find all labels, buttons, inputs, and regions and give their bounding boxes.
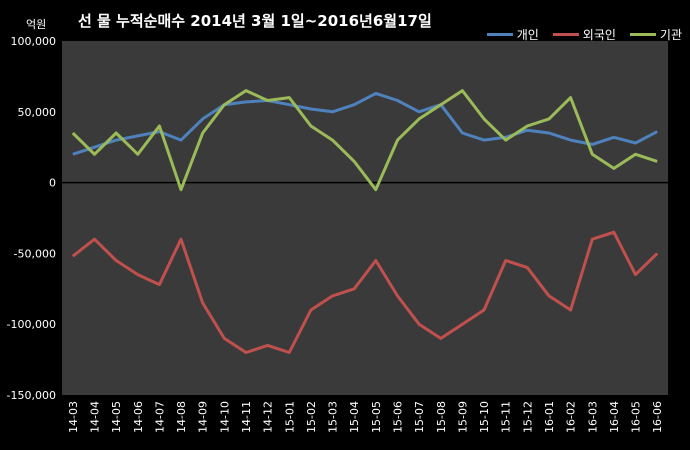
- x-tick-label: 14-09: [197, 401, 210, 433]
- x-tick-label: 15-06: [391, 401, 404, 433]
- x-tick-label: 16-01: [543, 401, 556, 433]
- series-line-institution: [71, 89, 658, 192]
- x-tick-label: 15-10: [478, 401, 491, 433]
- x-tick-label: 15-04: [348, 401, 361, 433]
- legend: 개인 외국인 기관: [486, 26, 682, 43]
- x-tick-label: 14-10: [218, 401, 231, 433]
- x-tick-label: 14-12: [262, 401, 275, 433]
- legend-item-individual: 개인: [486, 26, 539, 43]
- x-tick-label: 15-07: [413, 401, 426, 433]
- y-tick-label: -100,000: [7, 318, 56, 331]
- x-tick-label: 16-03: [586, 401, 599, 433]
- legend-label-individual: 개인: [516, 28, 539, 42]
- x-tick-label: 14-11: [240, 401, 253, 433]
- y-tick-label: 0: [49, 177, 56, 190]
- x-tick-label: 15-01: [283, 401, 296, 433]
- x-axis: 14-03 14-04 14-05 14-06 14-07 14-08 14-09 14-10…: [67, 401, 664, 433]
- x-tick-label: 14-04: [88, 401, 101, 433]
- series-line-individual: [72, 91, 658, 156]
- x-tick-label: 14-05: [110, 401, 123, 433]
- x-tick-label: 15-09: [456, 401, 469, 433]
- x-tick-label: 14-07: [153, 401, 166, 433]
- x-tick-label: 16-04: [608, 401, 621, 433]
- x-tick-label: 16-06: [651, 401, 664, 433]
- x-tick-label: 15-05: [370, 401, 383, 433]
- legend-swatch-individual: [486, 33, 513, 36]
- plot-area: [62, 41, 668, 395]
- legend-label-institution: 기관: [659, 28, 682, 42]
- x-tick-label: 15-11: [500, 401, 513, 433]
- y-tick-label: -150,000: [7, 389, 56, 402]
- y-axis: 100,000 50,000 0 -50,000 -100,000 -150,000: [7, 35, 56, 402]
- y-tick-label: -50,000: [14, 247, 56, 260]
- chart-title: 선 물 누적순매수 2014년 3월 1일~2016년6월17일: [78, 12, 432, 30]
- unit-label: 억원: [26, 18, 47, 31]
- x-tick-label: 15-08: [435, 401, 448, 433]
- legend-item-institution: 기관: [629, 26, 682, 43]
- y-tick-label: 100,000: [11, 35, 57, 48]
- legend-label-foreign: 외국인: [582, 28, 616, 42]
- series-layer: [71, 89, 659, 354]
- legend-swatch-foreign: [552, 33, 579, 36]
- x-tick-label: 14-08: [175, 401, 188, 433]
- series-line-foreign: [71, 230, 659, 354]
- x-tick-label: 14-03: [67, 401, 80, 433]
- legend-swatch-institution: [629, 33, 656, 36]
- y-tick-label: 50,000: [18, 106, 57, 119]
- x-tick-label: 15-03: [327, 401, 340, 433]
- x-tick-label: 14-06: [132, 401, 145, 433]
- legend-item-foreign: 외국인: [552, 26, 616, 43]
- x-tick-label: 15-02: [305, 401, 318, 433]
- x-tick-label: 15-12: [521, 401, 534, 433]
- x-tick-label: 16-05: [630, 401, 643, 433]
- x-tick-label: 16-02: [565, 401, 578, 433]
